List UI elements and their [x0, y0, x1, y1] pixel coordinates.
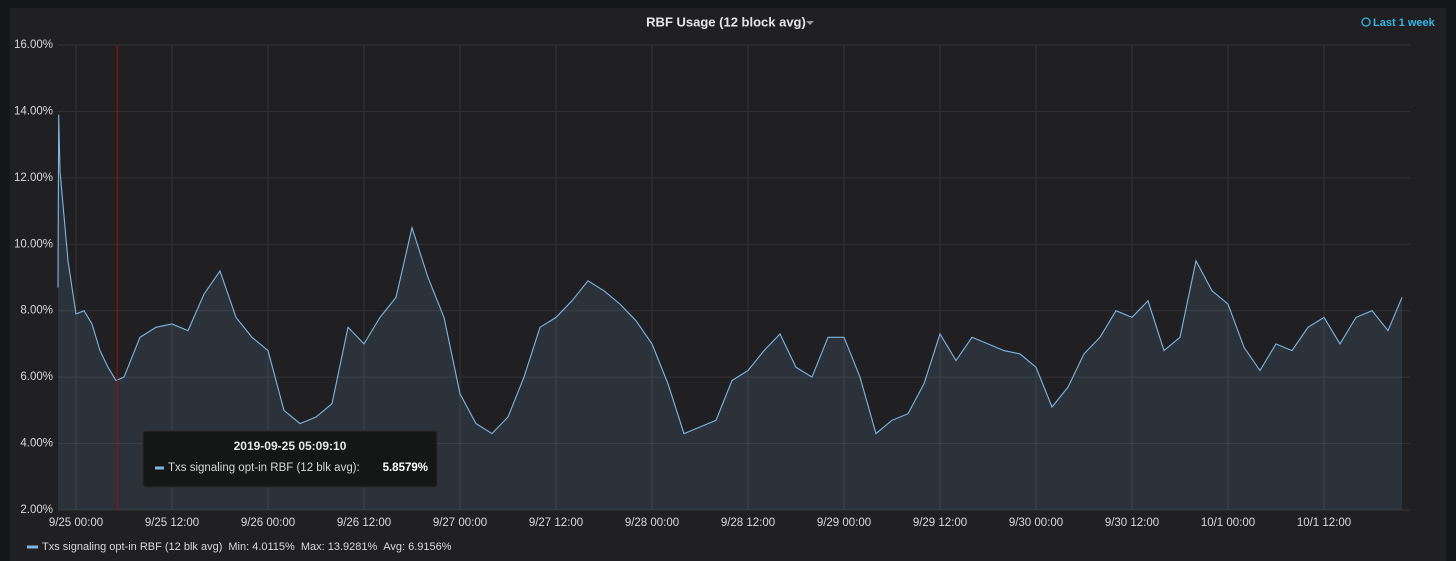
x-tick-label: 9/28 00:00 — [625, 517, 679, 529]
x-tick-label: 9/30 12:00 — [1105, 517, 1159, 529]
tooltip-label: Txs signaling opt-in RBF (12 blk avg): — [168, 462, 360, 474]
x-tick-label: 9/25 00:00 — [49, 517, 103, 529]
x-tick-label: 9/27 00:00 — [433, 517, 487, 529]
y-tick-label: 2.00% — [20, 504, 53, 516]
x-tick-label: 9/29 12:00 — [913, 517, 967, 529]
y-tick-label: 4.00% — [20, 438, 53, 450]
y-tick-label: 8.00% — [20, 305, 53, 317]
y-tick-label: 16.00% — [14, 39, 53, 51]
x-tick-label: 9/26 12:00 — [337, 517, 391, 529]
x-tick-label: 9/28 12:00 — [721, 517, 775, 529]
time-range[interactable]: Last 1 week — [1373, 17, 1436, 29]
tooltip-box — [142, 430, 438, 488]
legend-stat: Avg: 6.9156% — [383, 541, 452, 553]
x-tick-label: 10/1 12:00 — [1297, 517, 1351, 529]
legend-stat: Min: 4.0115% — [228, 541, 295, 553]
clock-icon[interactable] — [1361, 17, 1371, 27]
title-caret[interactable] — [806, 21, 814, 25]
legend-stat: Max: 13.9281% — [301, 541, 378, 553]
legend-label[interactable]: Txs signaling opt-in RBF (12 blk avg) — [42, 541, 222, 553]
area — [58, 114, 1402, 511]
y-tick-label: 14.00% — [14, 105, 53, 117]
y-tick-label: 12.00% — [14, 172, 53, 184]
y-tick-label: 10.00% — [14, 238, 53, 250]
x-tick-label: 9/30 00:00 — [1009, 517, 1063, 529]
x-tick-label: 9/27 12:00 — [529, 517, 583, 529]
tooltip-time: 2019-09-25 05:09:10 — [234, 439, 347, 453]
x-tick-label: 10/1 00:00 — [1201, 517, 1255, 529]
x-tick-label: 9/25 12:00 — [145, 517, 199, 529]
panel-title[interactable]: RBF Usage (12 block avg) — [646, 14, 806, 29]
x-tick-label: 9/26 00:00 — [241, 517, 295, 529]
line — [57, 114, 1403, 435]
x-tick-label: 9/29 00:00 — [817, 517, 871, 529]
tooltip-value: 5.8579% — [383, 462, 428, 474]
y-tick-label: 6.00% — [20, 371, 53, 383]
